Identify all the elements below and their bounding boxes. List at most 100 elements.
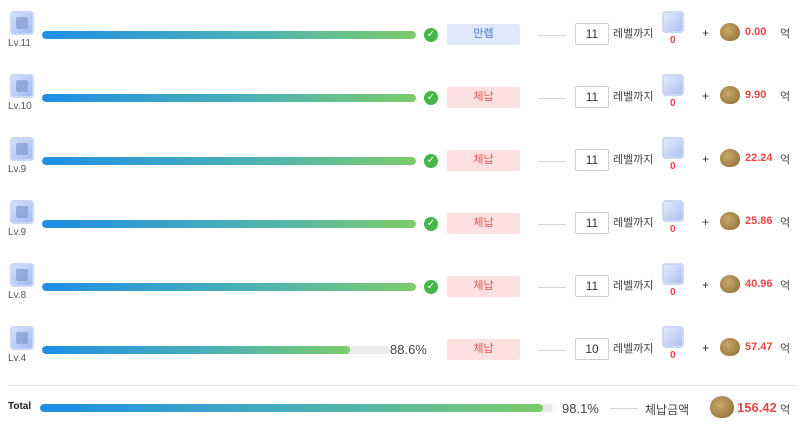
symbol-count: 0 xyxy=(670,35,676,46)
symbol-progress-bar xyxy=(42,31,416,39)
symbol-item-icon xyxy=(662,200,684,222)
plus-sign: + xyxy=(702,89,710,103)
meso-bag-icon xyxy=(720,149,740,167)
until-level-label: 레벨까지 xyxy=(613,343,654,355)
symbol-count: 0 xyxy=(670,161,676,172)
meso-amount: 0.00 xyxy=(745,26,767,38)
symbol-level: Lv.11 xyxy=(8,38,31,49)
symbol-progress-fill xyxy=(42,94,416,102)
symbol-progress-bar xyxy=(42,346,390,354)
symbol-level: Lv.4 xyxy=(8,353,27,364)
check-circle-icon: ✓ xyxy=(424,91,438,105)
symbol-progress-bar xyxy=(42,220,416,228)
symbol-badge-icon xyxy=(10,200,34,224)
total-label: Total xyxy=(8,401,32,412)
total-separator xyxy=(8,385,798,386)
symbol-row: Lv.4 88.6% 체납 레벨까지 0 + 57.47 억 xyxy=(0,326,800,388)
until-level-label: 레벨까지 xyxy=(613,217,654,229)
symbol-badge-icon xyxy=(10,263,34,287)
symbol-progress-fill xyxy=(42,346,351,354)
target-level-input[interactable] xyxy=(575,86,609,108)
row-divider xyxy=(538,35,566,36)
status-button[interactable]: 체납 xyxy=(447,87,520,108)
symbol-badge-icon xyxy=(10,137,34,161)
symbol-count: 0 xyxy=(670,287,676,298)
meso-amount: 40.96 xyxy=(745,278,773,290)
symbol-item-icon xyxy=(662,137,684,159)
meso-bag-icon xyxy=(720,338,740,356)
symbol-row: Lv.10 ✓ 체납 레벨까지 0 + 9.90 억 xyxy=(0,74,800,136)
status-button[interactable]: 체납 xyxy=(447,150,520,171)
meso-amount: 9.90 xyxy=(745,89,767,101)
total-divider xyxy=(610,408,638,409)
symbol-row: Lv.8 ✓ 체납 레벨까지 0 + 40.96 억 xyxy=(0,263,800,325)
symbol-level: Lv.9 xyxy=(8,227,27,238)
meso-bag-icon xyxy=(720,212,740,230)
symbol-item-icon xyxy=(662,263,684,285)
row-divider xyxy=(538,287,566,288)
symbol-level: Lv.8 xyxy=(8,290,27,301)
check-circle-icon: ✓ xyxy=(424,280,438,294)
total-progress-percent: 98.1% xyxy=(562,401,599,416)
symbol-progress-fill xyxy=(42,31,416,39)
plus-sign: + xyxy=(702,26,710,40)
plus-sign: + xyxy=(702,278,710,292)
row-divider xyxy=(538,98,566,99)
status-button[interactable]: 체납 xyxy=(447,276,520,297)
symbol-badge-icon xyxy=(10,326,34,350)
status-button[interactable]: 체납 xyxy=(447,339,520,360)
status-button[interactable]: 체납 xyxy=(447,213,520,234)
total-amount-label: 체납금액 xyxy=(645,403,690,417)
target-level-input[interactable] xyxy=(575,212,609,234)
symbol-item-icon xyxy=(662,74,684,96)
total-amount: 156.42 xyxy=(737,400,777,415)
meso-amount: 25.86 xyxy=(745,215,773,227)
symbol-progress-fill xyxy=(42,283,416,291)
check-circle-icon: ✓ xyxy=(424,28,438,42)
symbol-row: Lv.9 ✓ 체납 레벨까지 0 + 22.24 억 xyxy=(0,137,800,199)
plus-sign: + xyxy=(702,341,710,355)
row-divider xyxy=(538,350,566,351)
symbol-badge-icon xyxy=(10,11,34,35)
total-progress-fill xyxy=(40,404,544,412)
target-level-input[interactable] xyxy=(575,338,609,360)
symbol-count: 0 xyxy=(670,350,676,361)
symbol-row: Lv.9 ✓ 체납 레벨까지 0 + 25.86 억 xyxy=(0,200,800,262)
total-amount-unit: 억 xyxy=(780,404,791,416)
meso-unit: 억 xyxy=(780,28,791,40)
meso-bag-icon xyxy=(710,396,734,418)
total-progress-bar xyxy=(40,404,553,412)
meso-unit: 억 xyxy=(780,91,791,103)
symbol-progress-bar xyxy=(42,157,416,165)
meso-amount: 22.24 xyxy=(745,152,773,164)
symbol-progress-bar xyxy=(42,94,416,102)
check-circle-icon: ✓ xyxy=(424,154,438,168)
target-level-input[interactable] xyxy=(575,23,609,45)
meso-unit: 억 xyxy=(780,217,791,229)
until-level-label: 레벨까지 xyxy=(613,91,654,103)
target-level-input[interactable] xyxy=(575,275,609,297)
target-level-input[interactable] xyxy=(575,149,609,171)
until-level-label: 레벨까지 xyxy=(613,28,654,40)
status-button[interactable]: 만렙 xyxy=(447,24,520,45)
symbol-level: Lv.10 xyxy=(8,101,32,112)
meso-unit: 억 xyxy=(780,280,791,292)
check-circle-icon: ✓ xyxy=(424,217,438,231)
symbol-item-icon xyxy=(662,11,684,33)
symbol-progress-percent: 88.6% xyxy=(390,342,427,357)
meso-bag-icon xyxy=(720,23,740,41)
row-divider xyxy=(538,224,566,225)
row-divider xyxy=(538,161,566,162)
meso-unit: 억 xyxy=(780,343,791,355)
meso-amount: 57.47 xyxy=(745,341,773,353)
symbol-progress-fill xyxy=(42,220,416,228)
until-level-label: 레벨까지 xyxy=(613,154,654,166)
meso-bag-icon xyxy=(720,86,740,104)
symbol-count: 0 xyxy=(670,224,676,235)
symbol-badge-icon xyxy=(10,74,34,98)
symbol-row: Lv.11 ✓ 만렙 레벨까지 0 + 0.00 억 xyxy=(0,11,800,73)
symbol-progress-fill xyxy=(42,157,416,165)
plus-sign: + xyxy=(702,215,710,229)
symbol-item-icon xyxy=(662,326,684,348)
meso-bag-icon xyxy=(720,275,740,293)
